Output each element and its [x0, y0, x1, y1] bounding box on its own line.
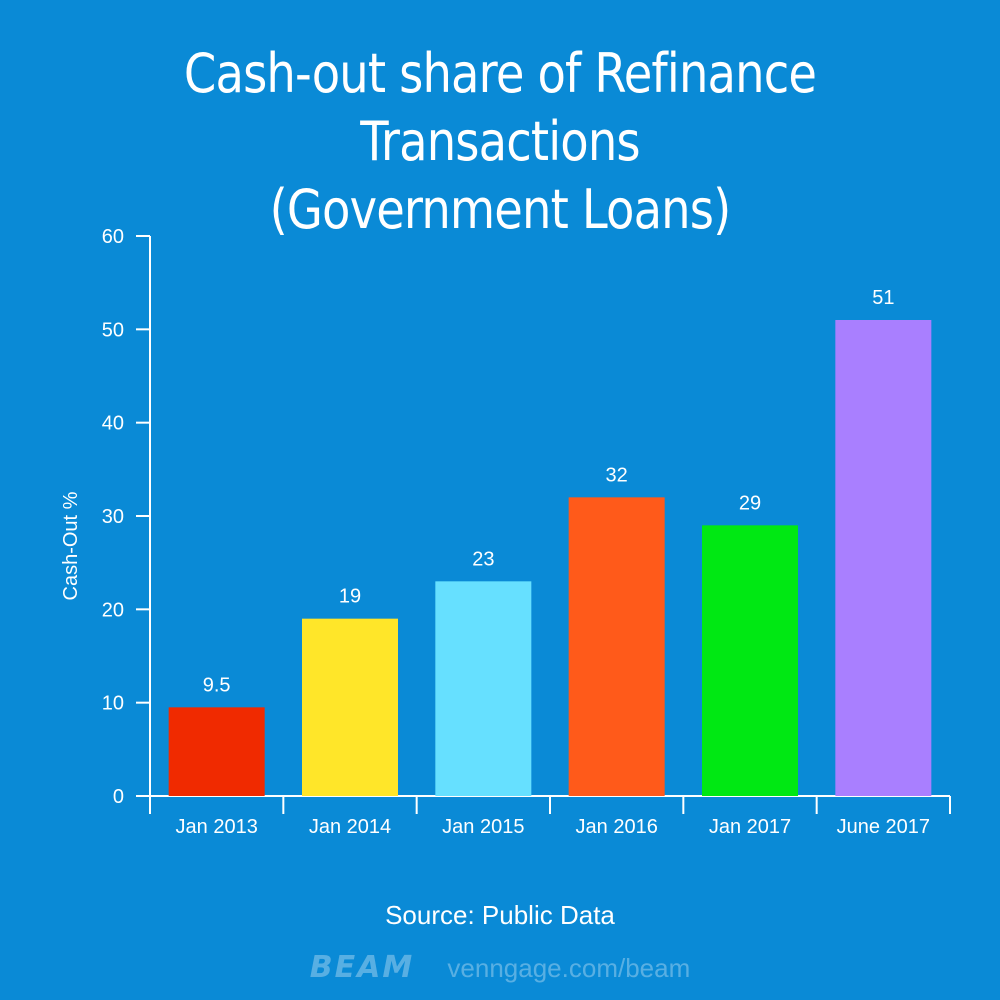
chart-title-line2: (Government Loans): [269, 178, 732, 241]
bar: [168, 707, 265, 796]
bar: [568, 497, 665, 796]
x-tick-label: Jan 2014: [309, 816, 391, 838]
bar: [702, 525, 798, 796]
x-tick-label: June 2017: [837, 816, 930, 838]
footer-link[interactable]: venngage.com/beam: [447, 953, 691, 983]
y-tick-label: 40: [102, 413, 124, 435]
chart-title: Cash-out share of Refinance Transactions…: [70, 40, 930, 244]
data-label: 32: [606, 464, 628, 486]
data-label: 23: [472, 548, 494, 570]
y-tick-label: 10: [102, 693, 124, 715]
x-tick-label: Jan 2015: [442, 816, 524, 838]
bar: [835, 320, 932, 796]
y-tick-label: 50: [102, 319, 124, 341]
y-tick-label: 60: [102, 226, 124, 248]
x-tick-label: Jan 2013: [176, 816, 258, 838]
chart-title-line1: Cash-out share of Refinance Transactions: [183, 42, 817, 173]
y-axis-label: Cash-Out %: [60, 491, 82, 600]
bar: [435, 581, 532, 796]
data-label: 29: [739, 492, 761, 514]
brand-logo: BEAM: [309, 950, 415, 985]
y-tick-label: 30: [102, 506, 124, 528]
bar: [302, 618, 398, 796]
y-tick-label: 20: [102, 599, 124, 621]
x-tick-label: Jan 2016: [576, 816, 658, 838]
y-tick-label: 0: [113, 786, 124, 808]
source-note: Source: Public Data: [385, 900, 615, 930]
footer: BEAM venngage.com/beam: [0, 950, 1000, 985]
data-label: 19: [339, 586, 361, 608]
data-label: 9.5: [203, 674, 231, 696]
data-label: 51: [872, 287, 894, 309]
x-tick-label: Jan 2017: [709, 816, 791, 838]
